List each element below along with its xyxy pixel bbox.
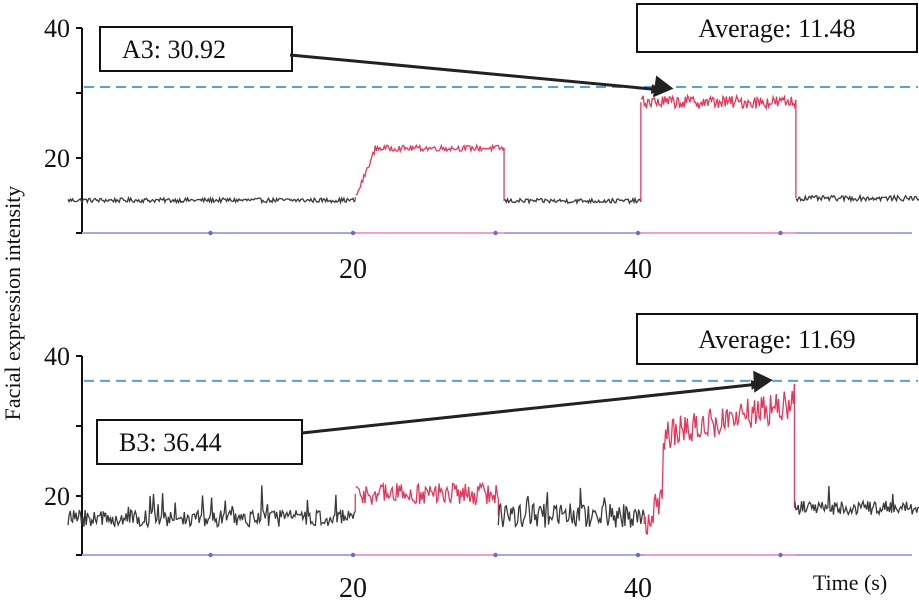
- series-segment-active: [355, 143, 505, 196]
- x-tick-dot: [350, 552, 356, 558]
- y-tick-label-20: 20: [44, 482, 70, 511]
- x-tick-label-20: 20: [339, 573, 367, 604]
- peak-arrow: [289, 53, 662, 94]
- panel-a: 20 40 20 40 Average: 11.48 A3: 30.92: [44, 3, 919, 285]
- y-tick-label-40: 40: [44, 14, 70, 43]
- y-tick-label-40: 40: [44, 342, 70, 371]
- average-label: Average: 11.48: [698, 14, 855, 43]
- x-tick-label-40: 40: [624, 573, 652, 604]
- series-segment-baseline: [795, 193, 919, 204]
- peak-label: A3: 30.92: [122, 35, 226, 64]
- peak-arrow-head: [753, 370, 773, 393]
- x-tick-dot: [208, 230, 213, 236]
- series-segment-baseline: [497, 487, 645, 529]
- series-segment-active: [355, 481, 499, 506]
- x-tick-dot: [635, 552, 641, 558]
- x-tick-dot: [635, 230, 641, 236]
- average-box: [636, 3, 918, 53]
- y-tick-label-20: 20: [44, 144, 70, 173]
- peak-box: [96, 419, 303, 465]
- x-tick-label-20: 20: [339, 254, 367, 285]
- x-tick-label-40: 40: [624, 254, 652, 285]
- y-axis-label: Facial expression intensity: [0, 186, 25, 421]
- x-tick-dot: [493, 552, 498, 558]
- x-axis-label: Time (s): [813, 570, 887, 595]
- panel-b: 20 40 20 40 Average: 11.69 B3: 36.44: [44, 313, 919, 604]
- series-segment-baseline: [67, 485, 356, 529]
- series-segment-active: [644, 383, 796, 535]
- peak-box: [99, 26, 293, 72]
- x-tick-dot: [208, 552, 213, 558]
- peak-label: B3: 36.44: [119, 428, 222, 457]
- average-box: [636, 313, 918, 365]
- peak-arrow-head: [652, 75, 674, 98]
- average-label: Average: 11.69: [698, 325, 855, 354]
- series-segment-baseline: [67, 195, 356, 205]
- x-tick-dot: [778, 552, 783, 558]
- series-segment-active: [640, 93, 797, 111]
- series-segment-baseline: [504, 196, 642, 206]
- x-tick-dot: [778, 230, 783, 236]
- series-segment-baseline: [794, 485, 919, 517]
- x-tick-dot: [350, 230, 356, 236]
- x-tick-dot: [493, 230, 498, 236]
- peak-arrow: [301, 379, 762, 435]
